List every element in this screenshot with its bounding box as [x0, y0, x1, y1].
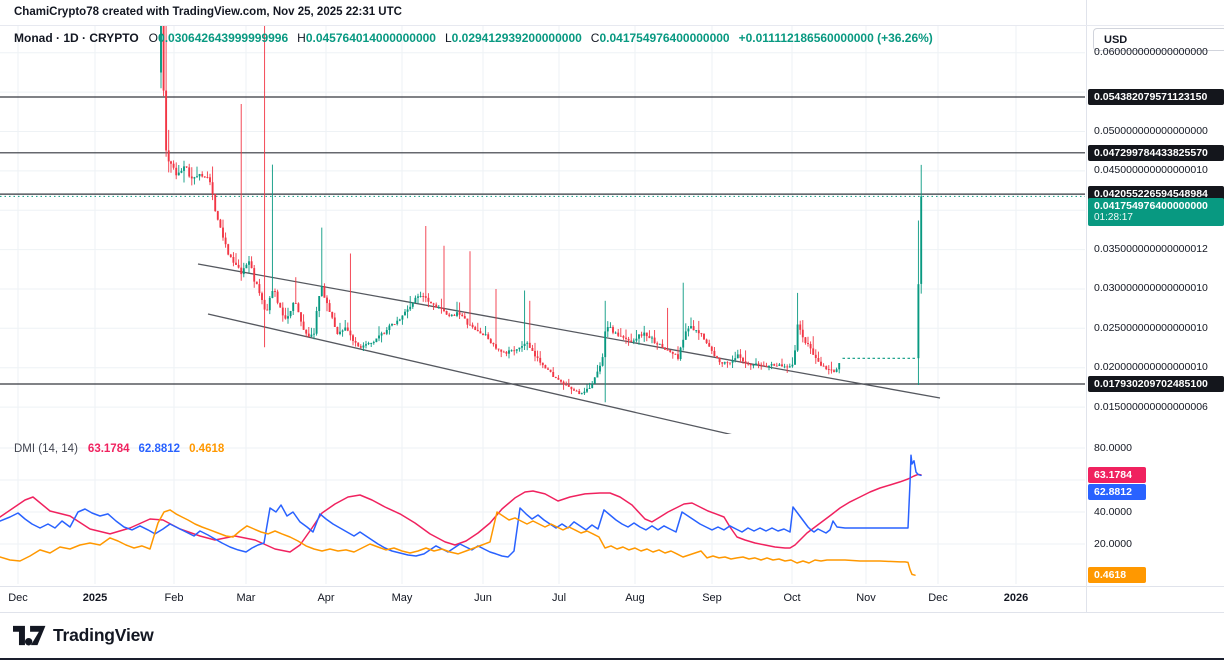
price-level-label: 0.042055226594548984 — [1088, 186, 1224, 203]
grid-lines — [0, 26, 1085, 584]
footer: TradingView — [0, 613, 1224, 657]
indicator-legend[interactable]: DMI (14, 14) 63.1784 62.8812 0.4618 — [14, 443, 233, 455]
time-axis-label[interactable]: Apr — [317, 592, 335, 604]
header-divider — [0, 25, 1224, 26]
price-axis-label: 0.015000000000000006 — [1094, 400, 1208, 413]
countdown-timer: 01:28:17 — [1094, 212, 1133, 224]
tradingview-logo-text: TradingView — [53, 624, 154, 645]
dmi-axis-label: 40.0000 — [1094, 505, 1132, 518]
tradingview-logo[interactable]: TradingView — [13, 625, 154, 646]
symbol-legend[interactable]: Monad · 1D · CRYPTO O0.030642643999999996… — [14, 31, 933, 45]
dmi-axis-label: 80.0000 — [1094, 441, 1132, 454]
horizontal-level-lines[interactable] — [0, 96, 1085, 385]
time-axis[interactable]: Dec 2025 Feb Mar Apr May Jun Jul Aug Sep Oct Nov Dec… — [0, 587, 1086, 611]
time-axis-label[interactable]: Oct — [783, 592, 801, 604]
currency-label: USD — [1104, 33, 1128, 46]
dmi-lines — [0, 454, 922, 576]
dmi-value-label: 0.4618 — [1088, 567, 1146, 584]
adx-value: 63.1784 — [87, 443, 130, 455]
time-axis-label[interactable]: Dec — [928, 592, 948, 604]
ohlc-close: C0.041754976400000000 — [590, 31, 730, 45]
price-level-label: 0.017930209702485100 — [1088, 375, 1224, 392]
time-axis-label[interactable]: Sep — [702, 592, 722, 604]
price-axis-label: 0.030000000000000010 — [1094, 282, 1208, 295]
time-axis-label[interactable]: Feb — [164, 592, 184, 604]
time-axis-label[interactable]: Dec — [8, 592, 28, 604]
time-axis-divider — [0, 586, 1224, 587]
price-axis-label: 0.035000000000000012 — [1094, 243, 1208, 256]
dmi-value-label: 63.1784 — [1088, 466, 1146, 483]
time-axis-label[interactable]: May — [391, 592, 413, 604]
currency-button[interactable]: USD — [1093, 28, 1224, 51]
tradingview-logo-icon — [13, 625, 46, 645]
dmi-plusminus-di-line — [0, 454, 922, 558]
time-axis-label[interactable]: Nov — [856, 592, 876, 604]
symbol-title[interactable]: Monad · 1D · CRYPTO — [14, 31, 139, 45]
dmi-adx-line — [0, 473, 922, 553]
price-axis-label: 0.050000000000000000 — [1094, 125, 1208, 137]
ohlc-open: O0.030642643999999996 — [148, 31, 289, 45]
bottom-border — [0, 658, 1224, 660]
time-axis-label[interactable]: Mar — [236, 592, 256, 604]
indicator-title[interactable]: DMI (14, 14) — [14, 443, 78, 455]
price-axis-label: 0.025000000000000010 — [1094, 321, 1208, 334]
price-axis-label: 0.020000000000000010 — [1094, 361, 1208, 374]
ohlc-low: L0.029412939200000000 — [444, 31, 582, 45]
dmi-axis-label: 20.0000 — [1094, 537, 1132, 550]
footer-divider — [0, 612, 1224, 613]
change-value: +0.011112186560000000 (+36.26%) — [738, 31, 933, 45]
last-price-label: 0.041754976400000000 01:28:17 — [1088, 198, 1224, 227]
dmi-minus-di-line — [0, 509, 916, 576]
price-level-label: 0.054382079571123150 — [1088, 89, 1224, 105]
price-axis-label: 0.045000000000000010 — [1094, 164, 1208, 177]
dmi-value-label: 62.8812 — [1088, 483, 1146, 500]
time-axis-label[interactable]: Jun — [474, 592, 492, 604]
time-axis-label[interactable]: Aug — [625, 592, 645, 604]
ohlc-high: H0.045764014000000000 — [297, 31, 436, 45]
time-axis-label[interactable]: 2026 — [1003, 592, 1029, 604]
minus-di-value: 0.4618 — [189, 443, 225, 455]
time-axis-label[interactable]: Jul — [551, 592, 567, 604]
price-axis[interactable]: USD 0.060000000000000000 0.05000000000000… — [1086, 0, 1224, 612]
plus-di-value: 62.8812 — [138, 443, 181, 455]
price-level-label: 0.047299784433825570 — [1088, 144, 1224, 161]
time-axis-label[interactable]: 2025 — [82, 592, 108, 604]
candlestick-series — [160, 26, 923, 403]
attribution-text: ChamiCrypto78 created with TradingView.c… — [14, 6, 402, 18]
price-axis-label: 0.060000000000000000 — [1094, 46, 1208, 59]
trendlines[interactable] — [197, 263, 941, 440]
